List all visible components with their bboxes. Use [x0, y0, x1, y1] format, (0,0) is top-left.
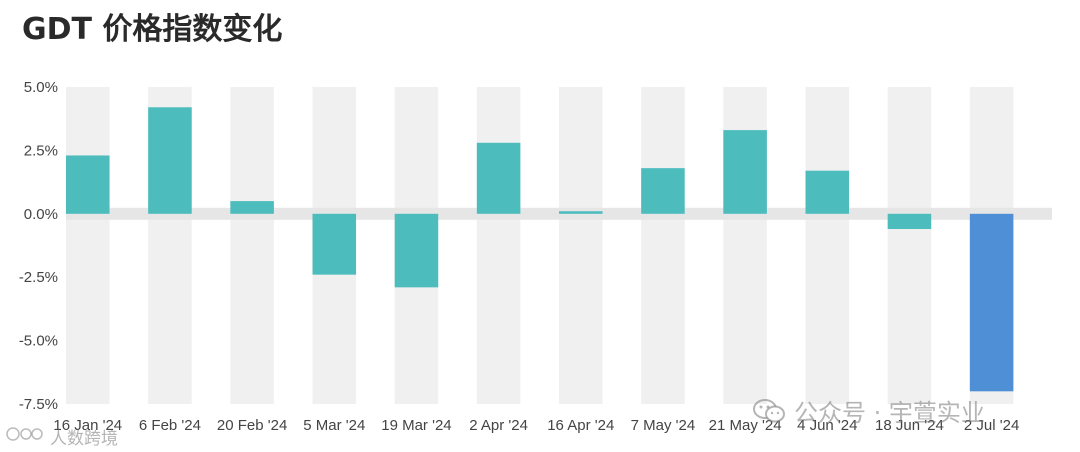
chart-title: GDT 价格指数变化 — [22, 12, 283, 47]
bar — [805, 170, 850, 214]
bar — [148, 107, 192, 214]
background-band — [476, 87, 521, 404]
watermark-logo-icon — [6, 425, 46, 448]
x-tick-label: 7 May '24 — [631, 417, 696, 434]
x-tick-label: 16 Apr '24 — [547, 417, 614, 434]
wechat-watermark: 公众号 · 宇萱实业 — [752, 393, 985, 428]
background-band — [230, 87, 274, 404]
source-watermark: 人数跨境 — [6, 424, 118, 449]
background-band — [805, 87, 850, 404]
background-band — [66, 87, 110, 404]
watermark-left-text: 人数跨境 — [50, 429, 118, 449]
x-tick-label: 2 Jul '24 — [964, 417, 1019, 434]
y-tick-label: 2.5% — [24, 142, 58, 159]
x-tick-label: 16 Jan '24 — [53, 417, 122, 434]
bar — [887, 213, 932, 230]
bar — [476, 142, 521, 214]
bar — [969, 213, 1014, 392]
y-tick-label: -7.5% — [19, 396, 58, 413]
x-tick-label: 5 Mar '24 — [303, 417, 365, 434]
x-tick-label: 6 Feb '24 — [139, 417, 201, 434]
y-tick-label: -5.0% — [19, 333, 58, 350]
bar — [394, 213, 439, 288]
y-tick-label: 0.0% — [24, 206, 58, 223]
bar — [66, 155, 110, 214]
y-tick-label: -2.5% — [19, 269, 58, 286]
background-band — [641, 87, 685, 404]
background-band — [887, 87, 932, 404]
bar — [723, 130, 767, 214]
background-band — [559, 87, 603, 404]
wechat-icon — [752, 397, 786, 425]
x-tick-label: 19 Mar '24 — [381, 417, 451, 434]
watermark-text: 公众号 · 宇萱实业 — [794, 399, 985, 427]
bar — [641, 168, 685, 214]
y-tick-label: 5.0% — [24, 79, 58, 96]
x-tick-label: 20 Feb '24 — [217, 417, 287, 434]
bar — [559, 211, 603, 214]
bar — [230, 201, 274, 214]
bar — [312, 213, 357, 275]
x-tick-label: 18 Jun '24 — [875, 417, 944, 434]
x-tick-label: 4 Jun '24 — [797, 417, 857, 434]
x-tick-label: 2 Apr '24 — [469, 417, 528, 434]
x-tick-label: 21 May '24 — [709, 417, 782, 434]
